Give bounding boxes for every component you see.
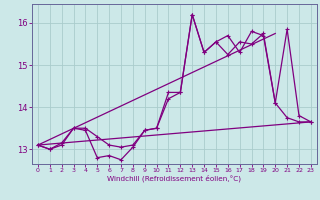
X-axis label: Windchill (Refroidissement éolien,°C): Windchill (Refroidissement éolien,°C): [108, 175, 241, 182]
